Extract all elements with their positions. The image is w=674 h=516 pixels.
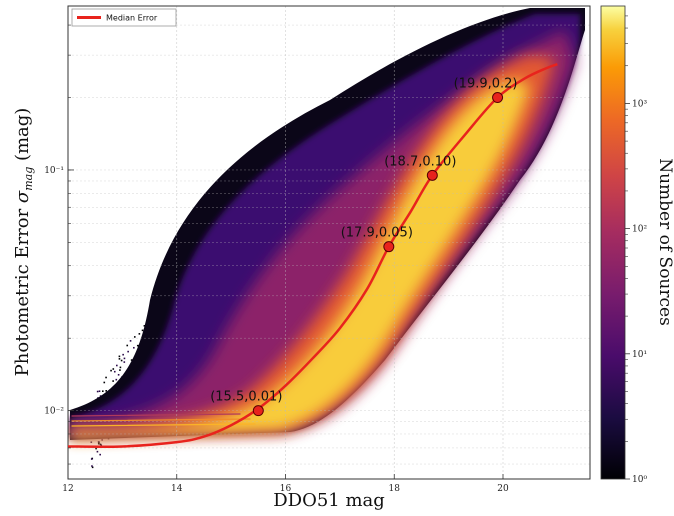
annotation-labels: (15.5,0.01) (17.9,0.05) (18.7,0.10) (19.9,0… [210,77,517,405]
scatter-point [105,376,107,379]
scatter-point [136,344,139,347]
scatter-point [98,390,101,393]
legend-label: Median Error [106,14,158,23]
scatter-point [133,336,136,338]
y-tick-label: 10⁻¹ [44,166,64,176]
scatter-point [138,333,141,335]
scatter-point [95,447,97,450]
annotation-markers [252,92,504,417]
annotation-marker [426,169,438,181]
colorbar-tick-label: 10¹ [632,350,647,360]
x-axis-title: DDO51 mag [273,490,385,511]
scatter-point [91,465,93,467]
scatter-point [99,443,102,446]
scatter-point [117,373,120,376]
scatter-point [123,361,126,363]
scatter-point [127,350,129,353]
scatter-point [110,369,112,372]
legend: Median Error [71,8,177,27]
legend-box [71,8,177,27]
scatter-point [115,378,118,381]
scatter-point [96,390,99,393]
scatter-point [103,381,106,384]
colorbar-tick-label: 10⁰ [632,475,647,485]
scatter-point [112,368,115,370]
scatter-point [130,359,133,361]
scatter-point [133,346,135,349]
annotation-marker [492,92,504,104]
annotation-label: (19.9,0.2) [454,77,518,92]
scatter-point [119,369,121,371]
scatter-point [101,439,103,441]
annotation-label: (18.7,0.10) [384,154,456,169]
scatter-point [112,380,114,382]
scatter-point [113,370,116,373]
y-axis: 10⁻² 10⁻¹ [44,24,74,465]
scatter-point [96,450,99,453]
x-axis: 12 14 16 18 20 [62,474,509,494]
scatter-point [118,358,121,360]
scatter-point [129,340,132,342]
scatter-point [97,442,100,445]
scatter-point [120,359,123,362]
x-tick-label: 12 [62,484,73,494]
density-yellow [70,80,530,439]
colorbar-title: Number of Sources [655,158,674,326]
scatter-point [116,364,118,367]
colorbar-ticks: 10⁰ 10¹ 10² 10³ [625,15,647,485]
density-heatmap [70,8,585,469]
scatter-point [105,390,107,392]
x-tick-label: 18 [389,484,401,494]
scatter-point [102,390,104,393]
x-tick-label: 14 [171,484,183,494]
scatter-point [119,366,122,369]
colorbar: 10⁰ 10¹ 10² 10³ Number of Sources [600,5,674,485]
floor-streaks [71,413,256,427]
x-tick-label: 16 [280,484,292,494]
scatter-point [97,441,100,443]
annotation-label: (17.9,0.05) [341,226,413,241]
scatter-point [90,458,93,460]
scatter-point [100,444,103,447]
colorbar-tick-label: 10³ [632,99,647,109]
scatter-point [122,353,124,356]
annotation-label: (15.5,0.01) [210,390,282,405]
scatter-point [143,325,146,327]
scatter-point [141,329,144,332]
colorbar-gradient [600,5,626,480]
scatter-point [118,355,121,358]
colorbar-tick-label: 10² [632,225,647,235]
annotation-marker [252,405,264,417]
scatter-point [91,466,94,469]
x-tick-label: 20 [497,484,509,494]
scatter-point [90,441,93,443]
annotation-marker [383,241,395,253]
y-axis-title: Photometric Error σmag (mag) [12,108,35,377]
y-tick-label: 10⁻² [44,407,64,417]
scatter-point [99,453,101,456]
scatter-point [123,357,126,360]
scatter-point [126,344,129,347]
